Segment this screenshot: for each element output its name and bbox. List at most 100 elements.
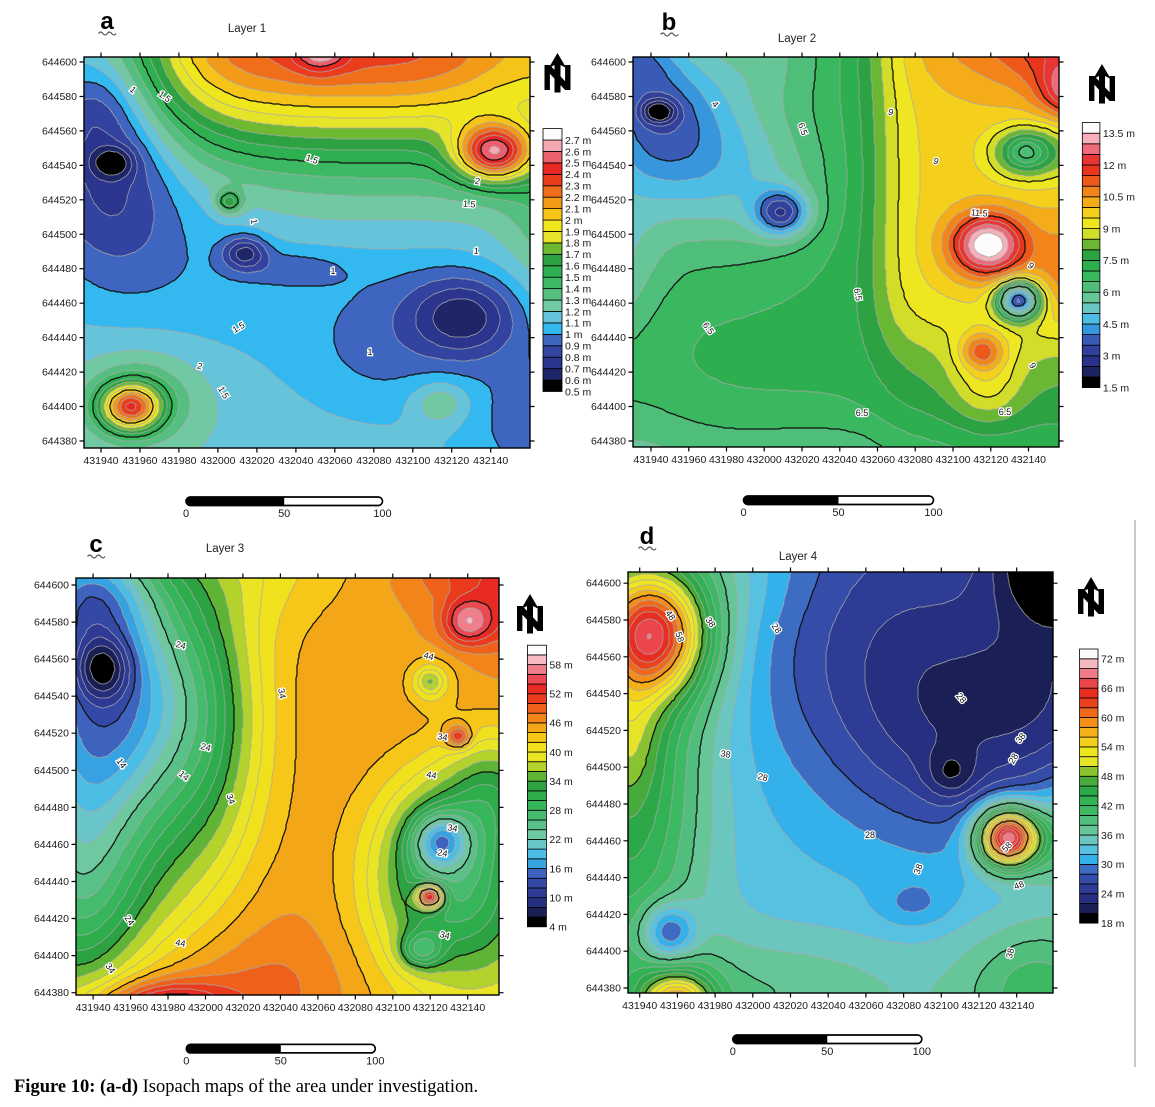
svg-text:431960: 431960 [660,1000,695,1012]
svg-text:2.4 m: 2.4 m [565,169,592,181]
svg-text:431960: 431960 [671,454,706,466]
svg-text:38: 38 [1004,947,1016,959]
svg-text:432120: 432120 [973,454,1008,466]
svg-text:432140: 432140 [1011,454,1046,466]
svg-text:9: 9 [887,107,894,118]
svg-text:50: 50 [275,1055,287,1067]
svg-text:644520: 644520 [586,725,621,737]
svg-text:100: 100 [913,1046,931,1058]
svg-text:432000: 432000 [200,455,235,467]
svg-text:0: 0 [183,1055,189,1067]
svg-text:644380: 644380 [591,436,626,448]
svg-text:644580: 644580 [586,615,621,627]
svg-text:42 m: 42 m [1101,800,1125,812]
svg-text:100: 100 [373,508,391,520]
svg-text:432140: 432140 [999,1000,1034,1012]
svg-text:10 m: 10 m [549,892,573,904]
svg-text:432100: 432100 [395,455,430,467]
svg-text:644600: 644600 [586,578,621,590]
svg-text:1: 1 [367,347,372,357]
svg-text:18 m: 18 m [1101,918,1125,930]
svg-text:2.3 m: 2.3 m [565,181,592,193]
svg-text:9: 9 [932,156,940,167]
svg-text:44: 44 [426,769,438,781]
svg-text:432120: 432120 [434,455,469,467]
svg-text:644580: 644580 [34,617,69,629]
svg-text:28: 28 [757,771,769,783]
svg-text:2: 2 [196,361,203,372]
svg-text:a: a [100,8,114,35]
svg-text:22 m: 22 m [549,834,573,846]
svg-text:644480: 644480 [42,263,77,275]
svg-text:644460: 644460 [586,835,621,847]
svg-text:34: 34 [447,822,459,834]
svg-text:2.5 m: 2.5 m [565,158,592,170]
svg-text:644460: 644460 [34,839,69,851]
svg-text:432040: 432040 [822,454,857,466]
svg-text:432000: 432000 [735,1000,770,1012]
svg-text:432140: 432140 [450,1002,485,1014]
svg-text:9 m: 9 m [1103,223,1121,235]
svg-text:644600: 644600 [42,57,77,69]
svg-text:431980: 431980 [709,454,744,466]
svg-text:432100: 432100 [924,1000,959,1012]
svg-text:7.5 m: 7.5 m [1103,255,1130,267]
svg-text:1: 1 [473,246,479,256]
svg-text:644540: 644540 [34,691,69,703]
svg-text:644560: 644560 [586,651,621,663]
svg-text:1.7 m: 1.7 m [565,249,592,261]
svg-text:0: 0 [730,1046,736,1058]
svg-text:432020: 432020 [239,455,274,467]
svg-text:1: 1 [330,266,335,276]
svg-text:432040: 432040 [263,1002,298,1014]
svg-text:48: 48 [1013,879,1026,892]
svg-text:644440: 644440 [591,332,626,344]
svg-text:644380: 644380 [34,987,69,999]
svg-text:c: c [89,531,102,558]
svg-text:432040: 432040 [811,1000,846,1012]
svg-text:16 m: 16 m [549,863,573,875]
svg-text:50: 50 [832,507,844,519]
svg-text:50: 50 [278,508,290,520]
svg-text:644540: 644540 [42,160,77,172]
svg-text:1.4 m: 1.4 m [565,283,592,295]
svg-text:2: 2 [474,176,481,187]
svg-text:644520: 644520 [42,194,77,206]
svg-text:50: 50 [821,1046,833,1058]
svg-text:432100: 432100 [935,454,970,466]
svg-text:644500: 644500 [34,765,69,777]
svg-text:66 m: 66 m [1101,683,1125,695]
svg-text:60 m: 60 m [1101,712,1125,724]
svg-text:36 m: 36 m [1101,830,1125,842]
svg-text:44: 44 [423,650,435,662]
svg-text:1.1 m: 1.1 m [565,318,592,330]
svg-text:1: 1 [249,218,260,225]
svg-text:2.1 m: 2.1 m [565,203,592,215]
svg-text:34: 34 [437,731,449,743]
svg-text:44: 44 [175,937,187,949]
svg-text:34: 34 [276,688,288,700]
svg-text:644400: 644400 [586,946,621,958]
svg-text:Layer 3: Layer 3 [206,543,244,555]
svg-text:644400: 644400 [591,401,626,413]
svg-text:30 m: 30 m [1101,859,1125,871]
svg-text:1.8 m: 1.8 m [565,238,592,250]
svg-text:72 m: 72 m [1101,654,1125,666]
svg-text:432040: 432040 [278,455,313,467]
svg-text:2.6 m: 2.6 m [565,146,592,158]
svg-text:28 m: 28 m [549,805,573,817]
svg-text:432100: 432100 [375,1002,410,1014]
svg-text:24: 24 [437,847,449,859]
svg-text:431980: 431980 [698,1000,733,1012]
svg-text:644600: 644600 [34,580,69,592]
svg-text:644500: 644500 [586,762,621,774]
svg-text:644420: 644420 [586,909,621,921]
svg-text:1.6 m: 1.6 m [565,261,592,273]
svg-text:432080: 432080 [886,1000,921,1012]
svg-text:644580: 644580 [591,91,626,103]
svg-text:1.3 m: 1.3 m [565,295,592,307]
svg-text:40 m: 40 m [549,747,573,759]
svg-text:38: 38 [912,863,925,876]
svg-text:432080: 432080 [356,455,391,467]
svg-text:432140: 432140 [473,455,508,467]
